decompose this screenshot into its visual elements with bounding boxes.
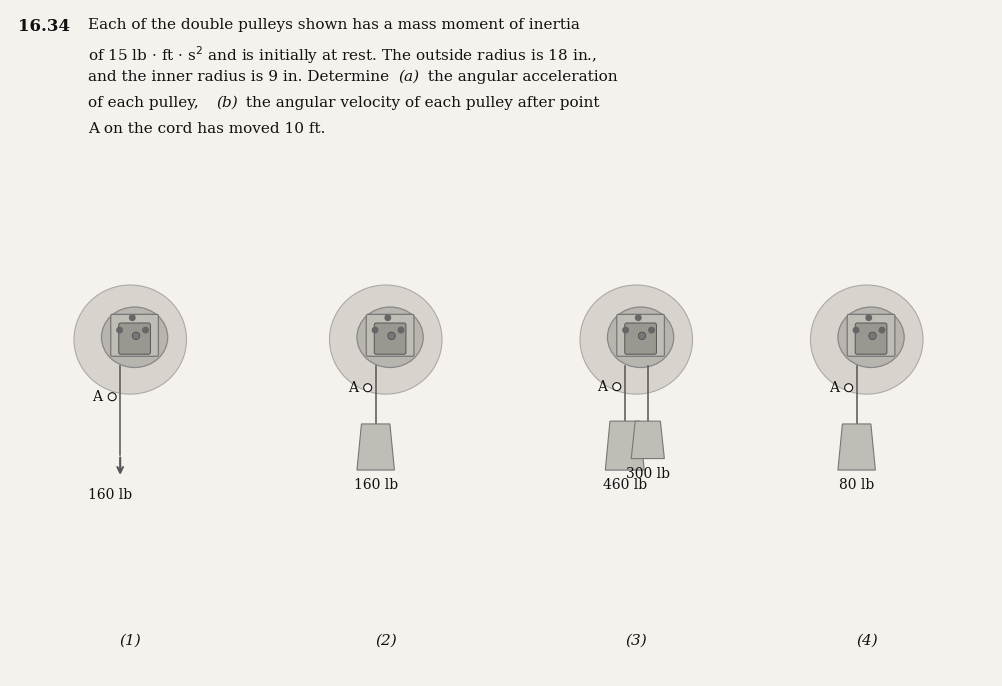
Text: of each pulley,: of each pulley, (88, 96, 203, 110)
Circle shape (373, 327, 378, 333)
Text: 16.34: 16.34 (18, 18, 70, 35)
Text: (b): (b) (216, 96, 237, 110)
FancyBboxPatch shape (111, 314, 158, 356)
Circle shape (854, 327, 859, 333)
FancyBboxPatch shape (367, 314, 414, 356)
Ellipse shape (838, 307, 904, 368)
FancyBboxPatch shape (375, 323, 406, 354)
Text: the angular acceleration: the angular acceleration (423, 70, 617, 84)
Text: (1): (1) (119, 634, 141, 648)
Circle shape (845, 383, 853, 392)
Circle shape (866, 315, 872, 320)
Ellipse shape (811, 285, 923, 394)
Ellipse shape (607, 307, 673, 368)
Circle shape (132, 332, 139, 340)
Circle shape (623, 327, 628, 333)
Circle shape (385, 315, 391, 320)
Circle shape (635, 315, 641, 320)
Text: and the inner radius is 9 in. Determine: and the inner radius is 9 in. Determine (88, 70, 394, 84)
Text: of 15 lb $\cdot$ ft $\cdot$ s$^2$ and is initially at rest. The outside radius i: of 15 lb $\cdot$ ft $\cdot$ s$^2$ and is… (88, 44, 597, 66)
Ellipse shape (580, 285, 692, 394)
Text: (3): (3) (625, 634, 647, 648)
Ellipse shape (357, 307, 423, 368)
Ellipse shape (330, 285, 442, 394)
Text: (4): (4) (856, 634, 878, 648)
Polygon shape (631, 421, 664, 459)
FancyBboxPatch shape (856, 323, 887, 354)
Circle shape (880, 327, 885, 333)
Polygon shape (357, 424, 395, 470)
Text: Each of the double pulleys shown has a mass moment of inertia: Each of the double pulleys shown has a m… (88, 18, 580, 32)
FancyBboxPatch shape (625, 323, 656, 354)
Text: A on the cord has moved 10 ft.: A on the cord has moved 10 ft. (88, 122, 326, 136)
Circle shape (388, 332, 395, 340)
Polygon shape (838, 424, 876, 470)
Circle shape (129, 315, 135, 320)
Text: A: A (597, 379, 607, 394)
FancyBboxPatch shape (848, 314, 895, 356)
Text: A: A (92, 390, 102, 404)
Circle shape (143, 327, 148, 333)
Circle shape (638, 332, 645, 340)
Text: 160 lb: 160 lb (88, 488, 132, 501)
Ellipse shape (101, 307, 167, 368)
Text: the angular velocity of each pulley after point: the angular velocity of each pulley afte… (241, 96, 599, 110)
Ellipse shape (74, 285, 186, 394)
Text: (2): (2) (375, 634, 397, 648)
Text: 80 lb: 80 lb (839, 478, 875, 492)
Circle shape (613, 383, 621, 390)
Circle shape (399, 327, 404, 333)
Text: A: A (348, 381, 358, 394)
Circle shape (108, 392, 116, 401)
Text: 460 lb: 460 lb (602, 478, 647, 492)
Text: 300 lb: 300 lb (626, 466, 669, 481)
Polygon shape (605, 421, 644, 470)
Circle shape (869, 332, 876, 340)
Text: 160 lb: 160 lb (354, 478, 398, 492)
FancyBboxPatch shape (119, 323, 150, 354)
Text: A: A (829, 381, 839, 394)
Circle shape (364, 383, 372, 392)
Text: (a): (a) (398, 70, 419, 84)
Circle shape (649, 327, 654, 333)
Circle shape (117, 327, 122, 333)
FancyBboxPatch shape (617, 314, 664, 356)
